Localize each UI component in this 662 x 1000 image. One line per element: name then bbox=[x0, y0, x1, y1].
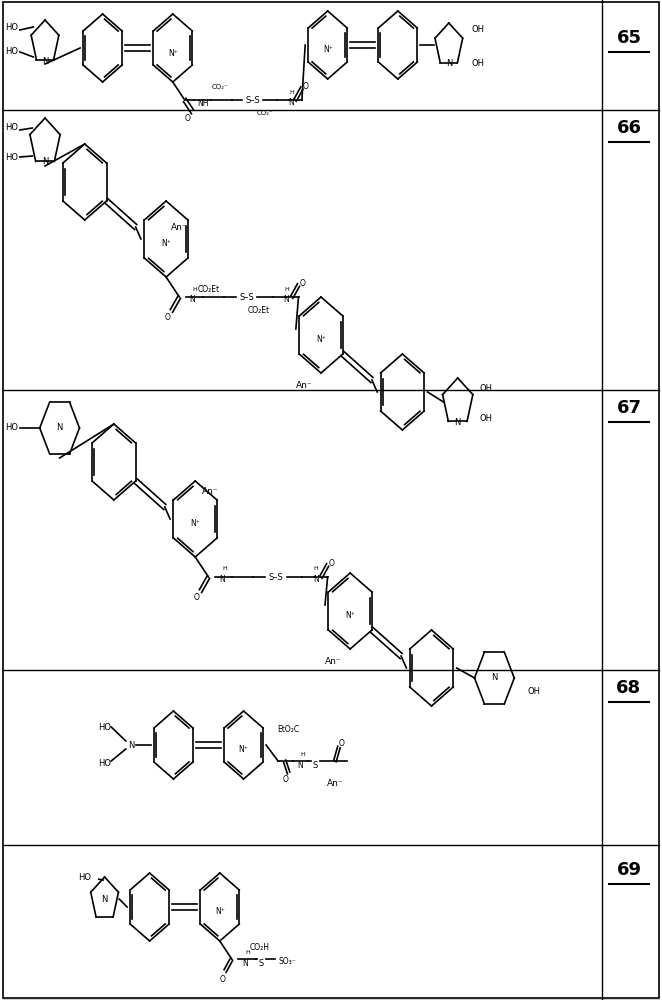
Text: An⁻: An⁻ bbox=[296, 381, 312, 390]
Text: N: N bbox=[289, 98, 294, 107]
Text: N: N bbox=[491, 674, 498, 683]
Text: S–S: S–S bbox=[246, 96, 260, 105]
Text: O: O bbox=[339, 738, 344, 748]
Text: HO: HO bbox=[5, 123, 19, 132]
Text: OH: OH bbox=[528, 688, 541, 697]
Text: N: N bbox=[128, 740, 134, 750]
Text: HO: HO bbox=[78, 872, 91, 882]
Text: N⁺: N⁺ bbox=[215, 906, 224, 916]
Text: N: N bbox=[219, 574, 224, 584]
Text: HO: HO bbox=[5, 47, 19, 56]
Text: S–S: S–S bbox=[240, 293, 254, 302]
Text: N⁺: N⁺ bbox=[190, 518, 200, 528]
Text: NH: NH bbox=[197, 99, 209, 108]
Text: 66: 66 bbox=[616, 119, 641, 137]
Text: H: H bbox=[284, 287, 289, 292]
Text: An⁻: An⁻ bbox=[170, 223, 187, 232]
Text: OH: OH bbox=[471, 24, 485, 33]
Text: N: N bbox=[446, 60, 452, 68]
Text: OH: OH bbox=[480, 414, 493, 423]
Text: H: H bbox=[222, 566, 226, 572]
Text: HO: HO bbox=[98, 758, 111, 768]
Text: N⁺: N⁺ bbox=[168, 48, 177, 57]
Text: SO₃⁻: SO₃⁻ bbox=[279, 956, 296, 966]
Text: CO₂H: CO₂H bbox=[250, 942, 269, 952]
Text: N: N bbox=[101, 894, 108, 904]
Text: N⁺: N⁺ bbox=[316, 335, 326, 344]
Text: CO₂Et: CO₂Et bbox=[198, 285, 220, 294]
Text: N: N bbox=[313, 574, 318, 584]
Text: An⁻: An⁻ bbox=[202, 488, 219, 496]
Text: N: N bbox=[42, 157, 48, 166]
Text: 65: 65 bbox=[616, 29, 641, 47]
Text: EtO₂C: EtO₂C bbox=[277, 724, 300, 734]
Text: CO₂⁻: CO₂⁻ bbox=[256, 110, 273, 116]
Text: 69: 69 bbox=[616, 861, 641, 879]
Text: N: N bbox=[455, 418, 461, 427]
Text: N: N bbox=[190, 295, 195, 304]
Text: N: N bbox=[298, 760, 303, 770]
Text: O: O bbox=[328, 558, 334, 568]
Text: N⁺: N⁺ bbox=[323, 45, 332, 54]
Text: N: N bbox=[42, 56, 48, 66]
Text: O: O bbox=[303, 82, 308, 91]
Text: O: O bbox=[193, 592, 199, 602]
Text: H: H bbox=[245, 950, 250, 954]
Text: HO: HO bbox=[5, 424, 19, 432]
Text: 67: 67 bbox=[616, 399, 641, 417]
Text: O: O bbox=[283, 774, 289, 784]
Text: H: H bbox=[289, 90, 294, 95]
Text: HO: HO bbox=[5, 153, 19, 162]
Text: H: H bbox=[193, 287, 197, 292]
Text: H: H bbox=[301, 752, 306, 756]
Text: OH: OH bbox=[480, 384, 493, 393]
Text: H: H bbox=[313, 566, 318, 572]
Text: An⁻: An⁻ bbox=[326, 778, 344, 788]
Text: N⁺: N⁺ bbox=[345, 610, 355, 619]
Text: 68: 68 bbox=[616, 679, 641, 697]
Text: N⁺: N⁺ bbox=[239, 744, 248, 754]
Text: N⁺: N⁺ bbox=[161, 239, 171, 248]
Text: S–S: S–S bbox=[269, 572, 283, 582]
Text: O: O bbox=[185, 114, 191, 123]
Text: CO₂Et: CO₂Et bbox=[248, 306, 270, 315]
Text: O: O bbox=[220, 974, 225, 984]
Text: HO: HO bbox=[98, 722, 111, 732]
Text: HO: HO bbox=[5, 23, 19, 32]
Text: N: N bbox=[284, 295, 289, 304]
Text: O: O bbox=[164, 313, 170, 322]
Text: N: N bbox=[56, 424, 63, 432]
Text: S: S bbox=[258, 958, 263, 968]
Text: N: N bbox=[242, 958, 248, 968]
Text: S: S bbox=[312, 760, 318, 770]
Text: O: O bbox=[299, 279, 305, 288]
Text: OH: OH bbox=[471, 58, 485, 68]
Text: An⁻: An⁻ bbox=[325, 656, 342, 666]
Text: CO₂⁻: CO₂⁻ bbox=[211, 84, 228, 90]
